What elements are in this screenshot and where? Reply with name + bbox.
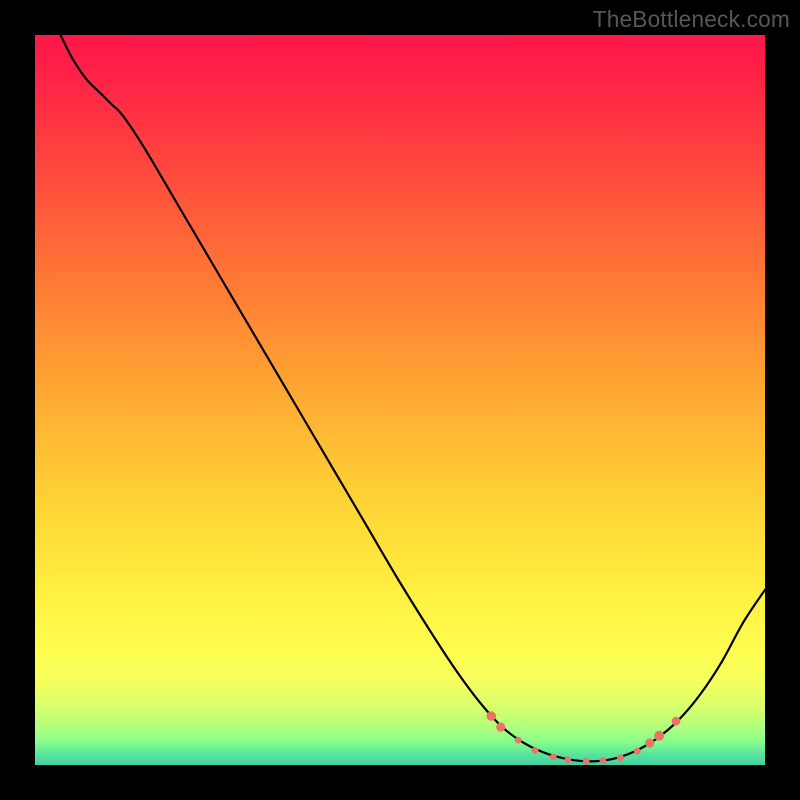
gradient-background bbox=[35, 35, 765, 765]
curve-marker bbox=[583, 758, 590, 765]
curve-marker bbox=[532, 747, 539, 754]
curve-marker bbox=[672, 717, 681, 726]
curve-marker bbox=[654, 731, 664, 741]
curve-marker bbox=[565, 756, 572, 763]
curve-marker bbox=[486, 711, 496, 721]
plot-svg bbox=[0, 0, 800, 800]
curve-marker bbox=[600, 757, 607, 764]
curve-marker bbox=[617, 754, 624, 761]
curve-marker bbox=[515, 737, 522, 744]
curve-marker bbox=[634, 748, 641, 755]
curve-marker bbox=[645, 739, 654, 748]
curve-marker bbox=[496, 722, 505, 731]
curve-marker bbox=[550, 754, 557, 761]
bottleneck-chart: TheBottleneck.com bbox=[0, 0, 800, 800]
